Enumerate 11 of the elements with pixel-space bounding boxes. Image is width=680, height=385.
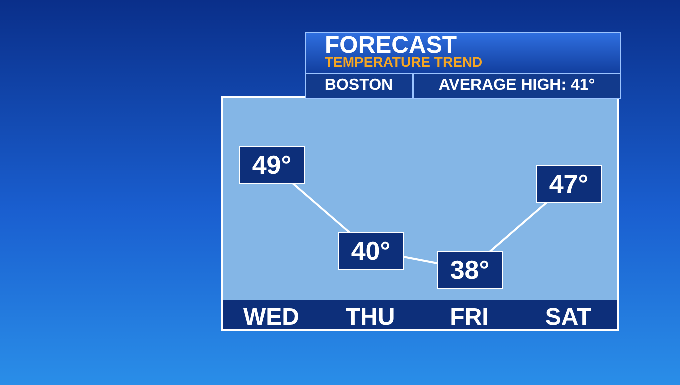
x-tick-label: FRI — [450, 304, 489, 331]
data-label: 40° — [351, 236, 391, 266]
x-tick-label: THU — [346, 304, 396, 331]
chart-subtitle: TEMPERATURE TREND — [325, 54, 483, 70]
data-label: 49° — [252, 150, 292, 180]
data-label: 47° — [549, 169, 589, 199]
x-tick-label: WED — [244, 304, 300, 331]
text: AVERAGE HIGH: 41° — [413, 73, 621, 99]
text: BOSTON — [305, 73, 413, 99]
x-tick-label: SAT — [545, 304, 592, 331]
data-label: 38° — [450, 255, 490, 285]
